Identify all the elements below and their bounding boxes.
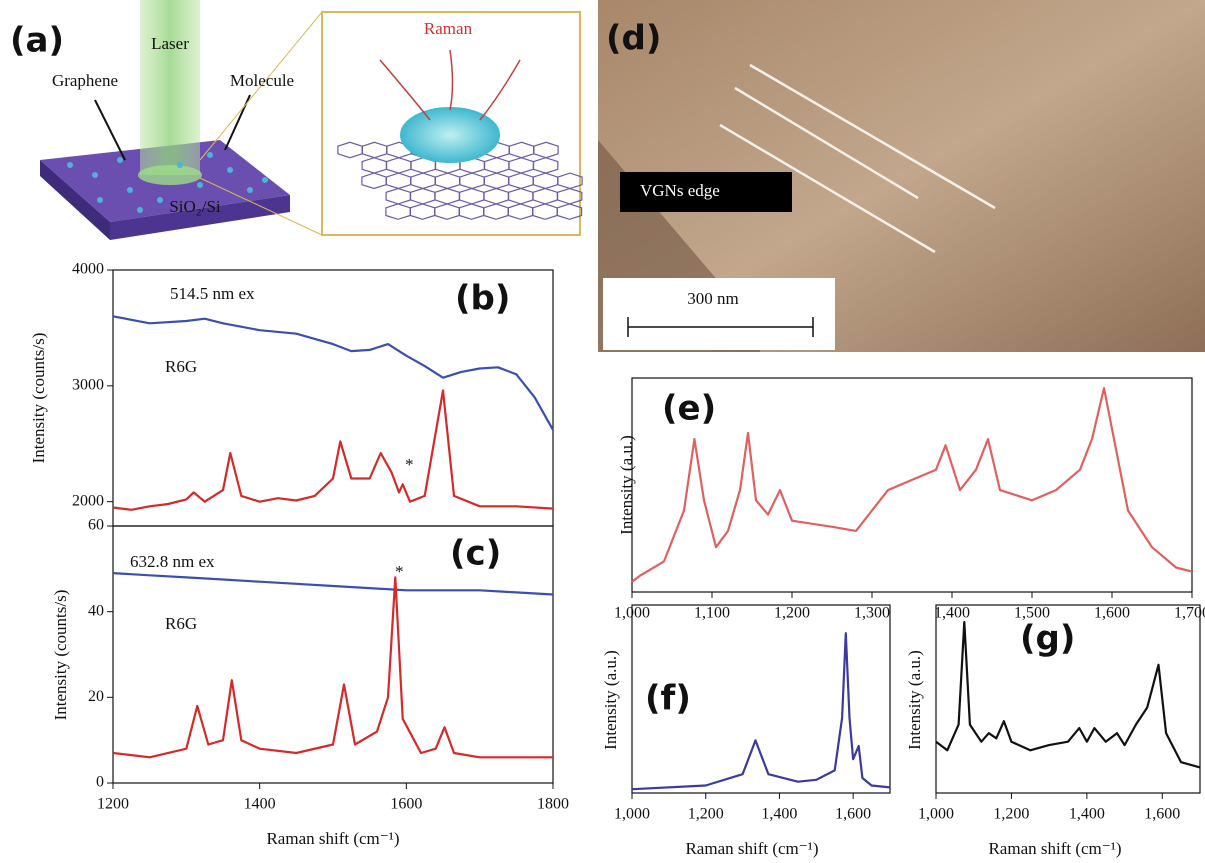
spectrum-line: [113, 391, 553, 510]
x-tick-label: 1,600: [835, 806, 871, 823]
x-tick-label: 1400: [244, 796, 276, 813]
x-tick-label: 1,300: [854, 605, 890, 622]
spectrum-line: [113, 577, 553, 757]
y-axis-label: Intensity (a.u.): [617, 435, 636, 535]
x-tick-label: 1200: [97, 796, 129, 813]
x-tick-label: 1,200: [688, 806, 724, 823]
panel-label: (f): [645, 679, 691, 719]
y-tick-label: 60: [88, 517, 104, 534]
label: Raman: [424, 19, 473, 38]
label: Laser: [151, 34, 189, 53]
x-tick-label: 1600: [390, 796, 422, 813]
y-tick-label: 4000: [72, 261, 104, 278]
y-tick-label: 20: [88, 688, 104, 705]
x-tick-label: 1800: [537, 796, 569, 813]
panel-label: (a): [10, 21, 64, 61]
annotation: *: [395, 562, 404, 581]
y-axis-label: Intensity (a.u.): [601, 650, 620, 750]
y-tick-label: 0: [96, 774, 104, 791]
pointer: [95, 100, 125, 160]
figure: (a) Laser Graphene Molecule SiO₂/Si Rama…: [0, 0, 1205, 863]
x-tick-label: 1,600: [1094, 605, 1130, 622]
x-axis-label: Raman shift (cm⁻¹): [988, 839, 1121, 858]
panel-label: (b): [455, 279, 510, 319]
y-axis-label: Intensity (a.u.): [905, 650, 924, 750]
panel-label: (g): [1020, 619, 1075, 659]
y-axis-label: Intensity (counts/s): [51, 590, 70, 721]
label: VGNs edge: [640, 181, 720, 200]
molecule-dome: [400, 107, 500, 163]
x-tick-label: 1,100: [694, 605, 730, 622]
annotation: *: [405, 455, 414, 474]
annotation: 632.8 nm ex: [130, 552, 215, 571]
annotation: 514.5 nm ex: [170, 284, 255, 303]
label: Graphene: [52, 71, 118, 90]
panel-d: VGNs edge 300 nm (d): [598, 0, 1205, 352]
laser-spot: [138, 165, 202, 185]
x-tick-label: 1,000: [614, 806, 650, 823]
x-tick-label: 1,400: [1069, 806, 1105, 823]
annotation: R6G: [165, 357, 197, 376]
x-axis-label: Raman shift (cm⁻¹): [685, 839, 818, 858]
label: Molecule: [230, 71, 294, 90]
x-tick-label: 1,200: [993, 806, 1029, 823]
laser-beam: [140, 0, 200, 175]
panel-a: (a) Laser Graphene Molecule SiO₂/Si Rama…: [10, 0, 582, 240]
x-tick-label: 1,200: [774, 605, 810, 622]
page: {"figure":{ "panel_a":{"label":"(a)","la…: [0, 0, 1205, 863]
label: SiO₂/Si: [169, 197, 221, 216]
y-tick-label: 40: [88, 602, 104, 619]
y-axis-label: Intensity (counts/s): [29, 333, 48, 464]
x-tick-label: 1,400: [934, 605, 970, 622]
x-tick-label: 1,600: [1144, 806, 1180, 823]
spectrum-line: [113, 573, 553, 594]
x-tick-label: 1,400: [761, 806, 797, 823]
panel-label: (e): [662, 389, 716, 429]
x-axis-label: Raman shift (cm⁻¹): [266, 829, 399, 848]
x-tick-label: 1,000: [918, 806, 954, 823]
y-tick-label: 2000: [72, 492, 104, 509]
y-tick-label: 3000: [72, 377, 104, 394]
panel-label: (c): [450, 534, 501, 574]
label: 300 nm: [687, 289, 738, 308]
annotation: R6G: [165, 614, 197, 633]
panel-label: (d): [606, 19, 661, 59]
